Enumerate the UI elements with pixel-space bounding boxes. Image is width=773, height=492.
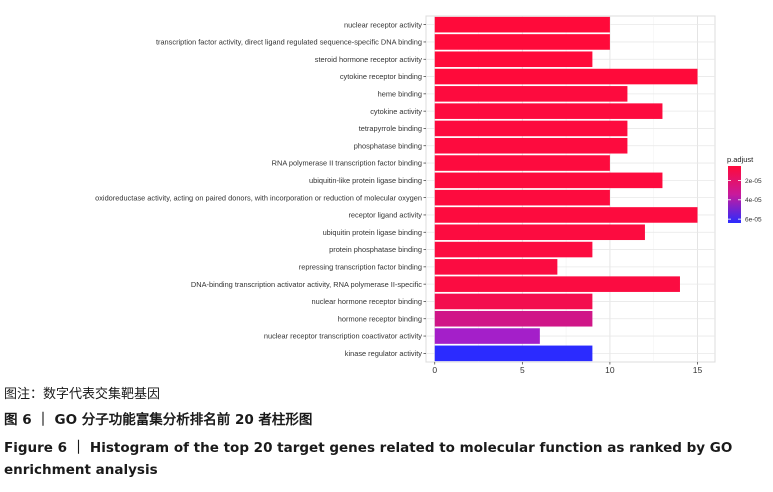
- bar: [434, 137, 628, 154]
- bar: [434, 86, 628, 102]
- bar: [434, 328, 540, 344]
- bar: [434, 310, 593, 327]
- bar: [434, 224, 645, 241]
- p-adjust-legend: p.adjust 2e-05 4e-05 6e-05: [727, 155, 762, 223]
- bar: [434, 241, 593, 258]
- x-tick-label: 10: [605, 365, 615, 375]
- category-label: nuclear hormone receptor binding: [311, 297, 422, 306]
- category-label: protein phosphatase binding: [329, 245, 422, 254]
- category-label: cytokine receptor binding: [340, 72, 422, 81]
- x-tick-label: 5: [520, 365, 525, 375]
- category-label: ubiquitin protein ligase binding: [323, 228, 422, 237]
- x-axis: 0 5 10 15: [432, 362, 702, 375]
- bar: [434, 16, 610, 33]
- legend-title: p.adjust: [727, 155, 754, 164]
- figure-note: 图注：数字代表交集靶基因: [4, 387, 161, 402]
- category-label: ubiquitin-like protein ligase binding: [309, 176, 422, 185]
- bar: [434, 103, 663, 119]
- legend-tick-label: 2e-05: [745, 178, 762, 185]
- category-label: nuclear receptor activity: [344, 20, 422, 29]
- legend-tick-label: 4e-05: [745, 197, 762, 204]
- bar: [434, 207, 698, 223]
- figure-caption-chinese: 图 6 ｜ GO 分子功能富集分析排名前 20 者柱形图: [4, 412, 313, 428]
- bar: [434, 51, 593, 68]
- legend-colorbar: [728, 166, 741, 223]
- bar: [434, 345, 593, 362]
- category-label: RNA polymerase II transcription factor b…: [272, 159, 422, 168]
- bar: [434, 155, 610, 171]
- category-label: kinase regulator activity: [345, 349, 423, 358]
- bar: [434, 189, 610, 206]
- legend-tick-label: 6e-05: [745, 216, 762, 223]
- category-labels: nuclear receptor activity transcription f…: [95, 20, 426, 358]
- category-label: hormone receptor binding: [338, 314, 422, 323]
- category-label: DNA-binding transcription activator acti…: [191, 280, 422, 289]
- category-label: repressing transcription factor binding: [299, 262, 422, 271]
- category-label: cytokine activity: [370, 107, 422, 116]
- go-bar-chart: nuclear receptor activity transcription f…: [95, 15, 762, 375]
- bars: [434, 16, 698, 362]
- figure-caption-english: Figure 6 ｜ Histogram of the top 20 targe…: [4, 440, 733, 478]
- category-label: tetrapyrrole binding: [359, 124, 422, 133]
- bar: [434, 172, 663, 189]
- category-label: oxidoreductase activity, acting on paire…: [95, 193, 422, 202]
- bar: [434, 68, 698, 85]
- x-tick-label: 0: [432, 365, 437, 375]
- bar: [434, 276, 680, 292]
- category-label: phosphatase binding: [354, 141, 422, 150]
- category-label: nuclear receptor transcription coactivat…: [264, 332, 422, 341]
- category-label: heme binding: [378, 89, 422, 98]
- bar: [434, 293, 593, 310]
- category-label: receptor ligand activity: [348, 211, 422, 220]
- bar: [434, 259, 558, 275]
- bar: [434, 34, 610, 50]
- bar: [434, 120, 628, 137]
- x-tick-label: 15: [693, 365, 703, 375]
- category-label: transcription factor activity, direct li…: [156, 38, 422, 47]
- plot-panel: [425, 15, 716, 363]
- category-label: steroid hormone receptor activity: [315, 55, 423, 64]
